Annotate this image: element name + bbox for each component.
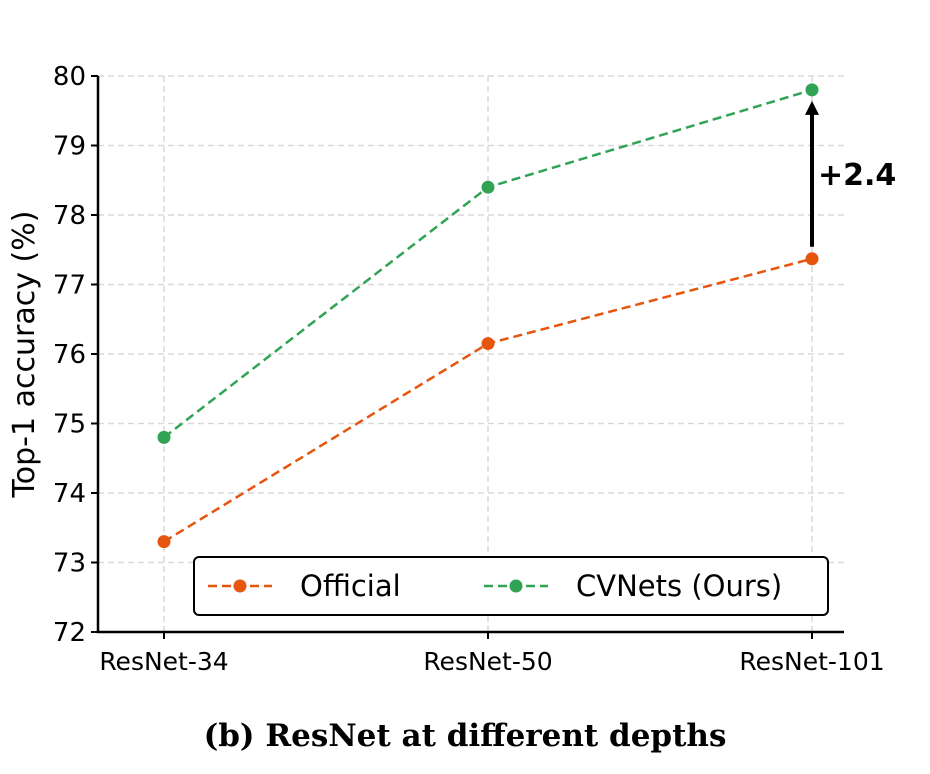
y-tick-label: 74 [53,479,86,509]
y-tick-label: 80 [53,62,86,92]
series-layer [157,83,819,549]
x-tick-label: ResNet-50 [423,647,552,676]
grid [98,75,844,633]
annotation-label: +2.4 [818,158,896,193]
data-point [481,180,495,194]
annotation-layer: +2.4 [805,100,896,247]
series-line-1 [163,88,813,439]
legend-swatch-marker [233,579,247,593]
axes: 72 73 74 75 76 77 78 79 80 ResNet-34 ResNet-50 ResN… [7,62,885,676]
figure-caption: (b) ResNet at different depths [203,718,727,754]
legend-label: Official [300,569,401,603]
y-tick-label: 72 [53,618,86,648]
legend: Official CVNets (Ours) [193,556,829,616]
data-point [481,337,495,351]
data-point [157,535,171,549]
y-tick-label: 76 [53,340,86,370]
legend-swatch-marker [509,579,523,593]
y-tick-label: 77 [53,271,86,301]
data-point [805,252,819,266]
y-tick-label: 75 [53,410,86,440]
x-tick-label: ResNet-34 [99,647,228,676]
y-tick-label: 79 [53,132,86,162]
y-tick-label: 73 [53,549,86,579]
chart-svg: 72 73 74 75 76 77 78 79 80 ResNet-34 ResNet-50 ResN… [7,62,896,676]
y-tick-label: 78 [53,201,86,231]
data-point [805,83,819,97]
data-point [157,430,171,444]
y-axis-label: Top-1 accuracy (%) [7,211,42,499]
annotation-arrowhead [805,100,819,115]
x-tick-label: ResNet-101 [739,647,884,676]
legend-label: CVNets (Ours) [576,569,782,603]
